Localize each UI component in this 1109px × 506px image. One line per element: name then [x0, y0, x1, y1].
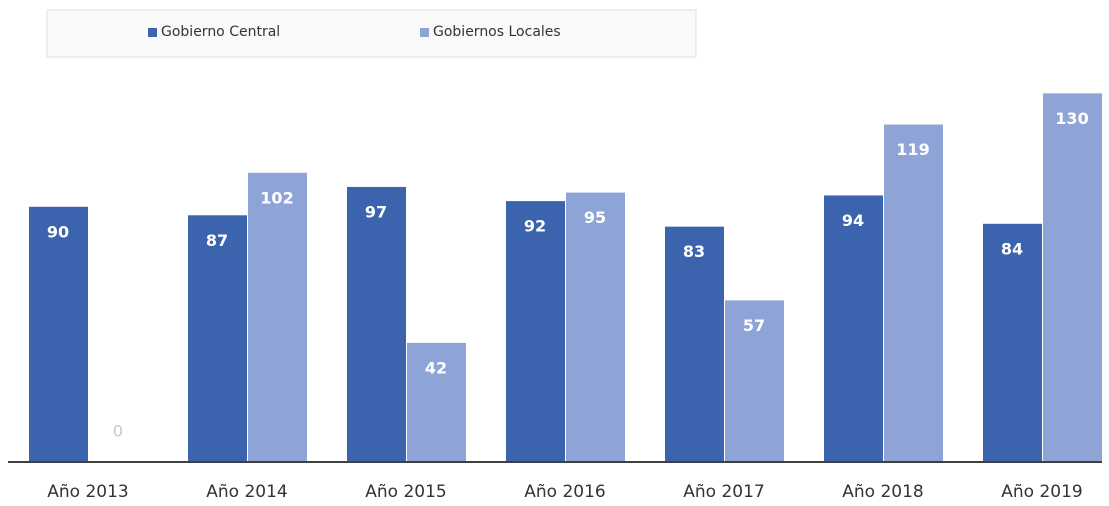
x-tick-label: Año 2013	[47, 482, 128, 502]
x-tick-label: Año 2019	[1001, 482, 1082, 502]
x-tick-label: Año 2014	[206, 482, 287, 502]
data-label: 95	[584, 208, 606, 227]
bar	[188, 215, 247, 462]
x-tick-label: Año 2017	[683, 482, 764, 502]
bar	[725, 300, 784, 462]
bar	[407, 342, 466, 462]
bar	[824, 195, 883, 462]
bar	[665, 226, 724, 462]
data-label: 97	[365, 202, 387, 221]
bar	[566, 192, 625, 462]
data-label: 90	[47, 222, 69, 241]
x-tick-label: Año 2018	[842, 482, 923, 502]
x-tick-label: Año 2015	[365, 482, 446, 502]
data-label: 0	[113, 422, 123, 441]
bar	[248, 172, 307, 462]
legend-swatch	[420, 28, 429, 37]
legend-swatch	[148, 28, 157, 37]
bar	[884, 124, 943, 463]
data-label: 57	[743, 316, 765, 335]
bar	[1043, 93, 1102, 462]
data-label: 84	[1001, 239, 1023, 258]
data-label: 87	[206, 231, 228, 250]
bar	[983, 223, 1042, 462]
data-label: 94	[842, 211, 864, 230]
x-tick-label: Año 2016	[524, 482, 605, 502]
legend-label: Gobiernos Locales	[433, 24, 561, 40]
data-label: 92	[524, 217, 546, 236]
data-label: 42	[425, 358, 447, 377]
legend-label: Gobierno Central	[161, 24, 280, 40]
data-label: 119	[896, 140, 929, 159]
bar	[347, 186, 406, 462]
data-label: 83	[683, 242, 705, 261]
data-label: 130	[1055, 109, 1088, 128]
bar	[29, 206, 88, 462]
bar	[506, 201, 565, 462]
legend-box	[46, 9, 697, 58]
data-label: 102	[260, 188, 293, 207]
